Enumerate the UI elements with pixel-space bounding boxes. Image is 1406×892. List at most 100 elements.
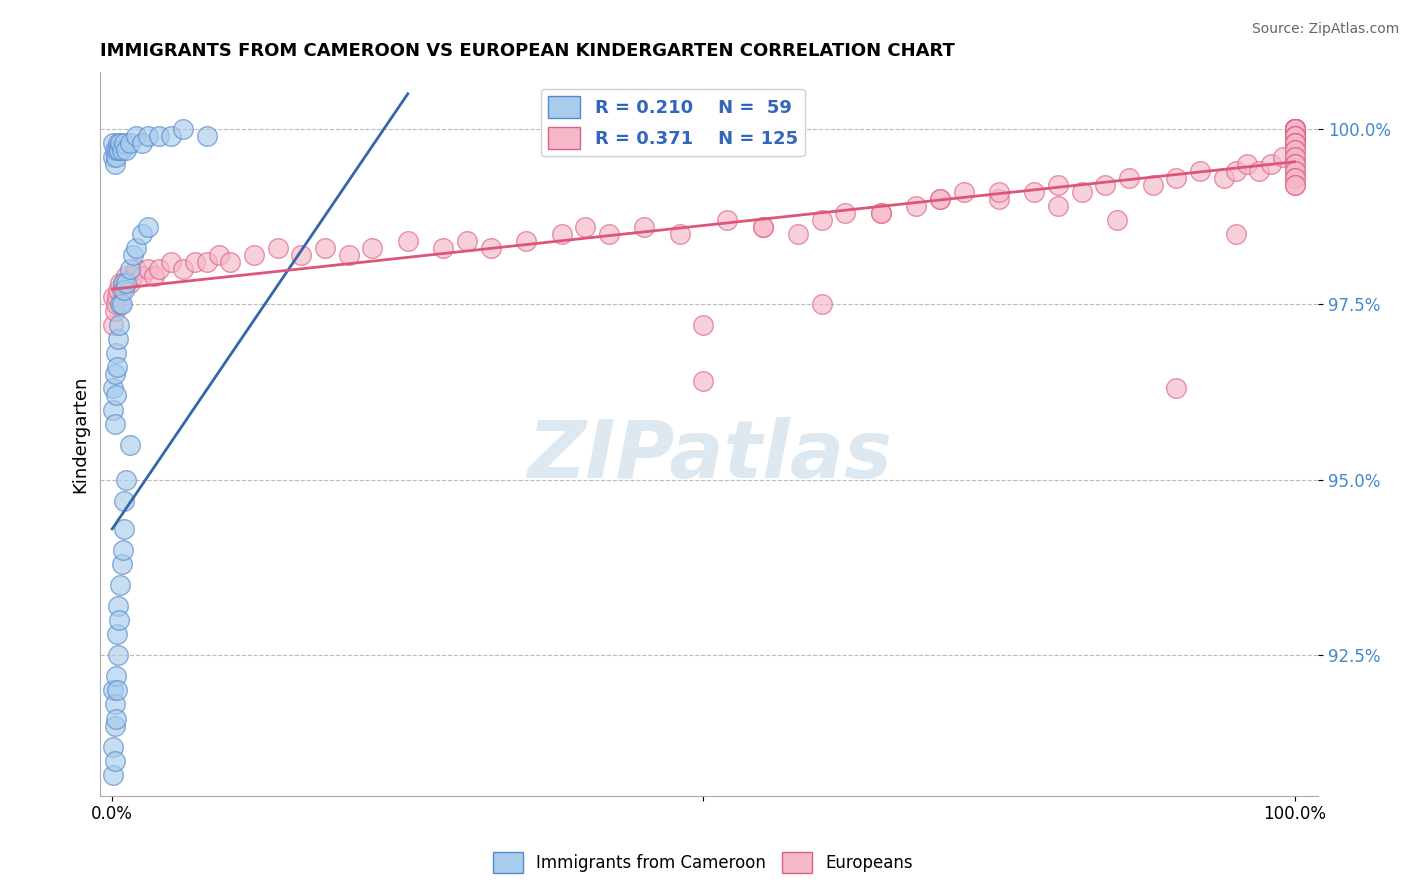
Point [952, 185, 974, 199]
Point [396, 234, 419, 248]
Point [103, 318, 125, 333]
Point [184, 255, 207, 269]
Point [104, 346, 127, 360]
Point [1284, 121, 1306, 136]
Point [1284, 178, 1306, 192]
Point [103, 698, 125, 712]
Point [219, 255, 242, 269]
Point [290, 248, 312, 262]
Point [598, 227, 620, 241]
Point [716, 213, 738, 227]
Point [787, 227, 810, 241]
Point [103, 368, 125, 382]
Point [988, 185, 1011, 199]
Point [136, 219, 159, 234]
Point [110, 276, 132, 290]
Point [1284, 163, 1306, 178]
Point [122, 269, 145, 284]
Point [104, 297, 127, 311]
Point [118, 276, 141, 290]
Point [172, 121, 194, 136]
Point [118, 437, 141, 451]
Point [160, 255, 183, 269]
Point [1225, 227, 1247, 241]
Point [111, 297, 134, 311]
Point [751, 219, 773, 234]
Point [131, 269, 153, 284]
Point [103, 150, 125, 164]
Legend: R = 0.210    N =  59, R = 0.371    N = 125: R = 0.210 N = 59, R = 0.371 N = 125 [540, 88, 806, 156]
Point [834, 206, 856, 220]
Point [103, 290, 125, 304]
Text: Source: ZipAtlas.com: Source: ZipAtlas.com [1251, 22, 1399, 37]
Point [107, 648, 129, 663]
Point [103, 754, 125, 768]
Point [111, 276, 134, 290]
Point [1047, 199, 1070, 213]
Point [1284, 121, 1306, 136]
Y-axis label: Kindergarten: Kindergarten [72, 376, 89, 492]
Point [515, 234, 537, 248]
Point [1236, 157, 1258, 171]
Point [118, 262, 141, 277]
Point [160, 128, 183, 143]
Point [125, 262, 148, 277]
Point [142, 269, 165, 284]
Point [105, 360, 128, 375]
Point [172, 262, 194, 277]
Point [1118, 170, 1140, 185]
Point [456, 234, 478, 248]
Point [207, 248, 229, 262]
Point [108, 143, 131, 157]
Point [1249, 163, 1271, 178]
Point [1284, 128, 1306, 143]
Point [112, 493, 135, 508]
Point [107, 332, 129, 346]
Point [1284, 121, 1306, 136]
Point [103, 381, 125, 395]
Point [103, 767, 125, 781]
Point [751, 219, 773, 234]
Point [1284, 121, 1306, 136]
Point [1284, 157, 1306, 171]
Point [1284, 150, 1306, 164]
Point [361, 241, 384, 255]
Point [1284, 121, 1306, 136]
Point [988, 192, 1011, 206]
Point [104, 388, 127, 402]
Point [1284, 121, 1306, 136]
Point [1142, 178, 1164, 192]
Point [111, 557, 134, 571]
Point [905, 199, 928, 213]
Point [810, 297, 832, 311]
Point [1284, 143, 1306, 157]
Point [1166, 170, 1188, 185]
Point [131, 227, 153, 241]
Point [105, 683, 128, 698]
Point [1094, 178, 1116, 192]
Point [243, 248, 266, 262]
Point [869, 206, 891, 220]
Point [1047, 178, 1070, 192]
Point [869, 206, 891, 220]
Point [267, 241, 290, 255]
Point [1166, 381, 1188, 395]
Point [122, 248, 145, 262]
Point [692, 375, 714, 389]
Point [432, 241, 454, 255]
Point [103, 402, 125, 417]
Point [1284, 136, 1306, 150]
Point [107, 283, 129, 297]
Point [1284, 121, 1306, 136]
Point [125, 128, 148, 143]
Point [103, 718, 125, 732]
Point [148, 262, 170, 277]
Point [111, 143, 134, 157]
Point [105, 627, 128, 641]
Point [1284, 170, 1306, 185]
Point [118, 136, 141, 150]
Point [108, 613, 131, 627]
Point [103, 157, 125, 171]
Point [479, 241, 502, 255]
Point [111, 543, 134, 558]
